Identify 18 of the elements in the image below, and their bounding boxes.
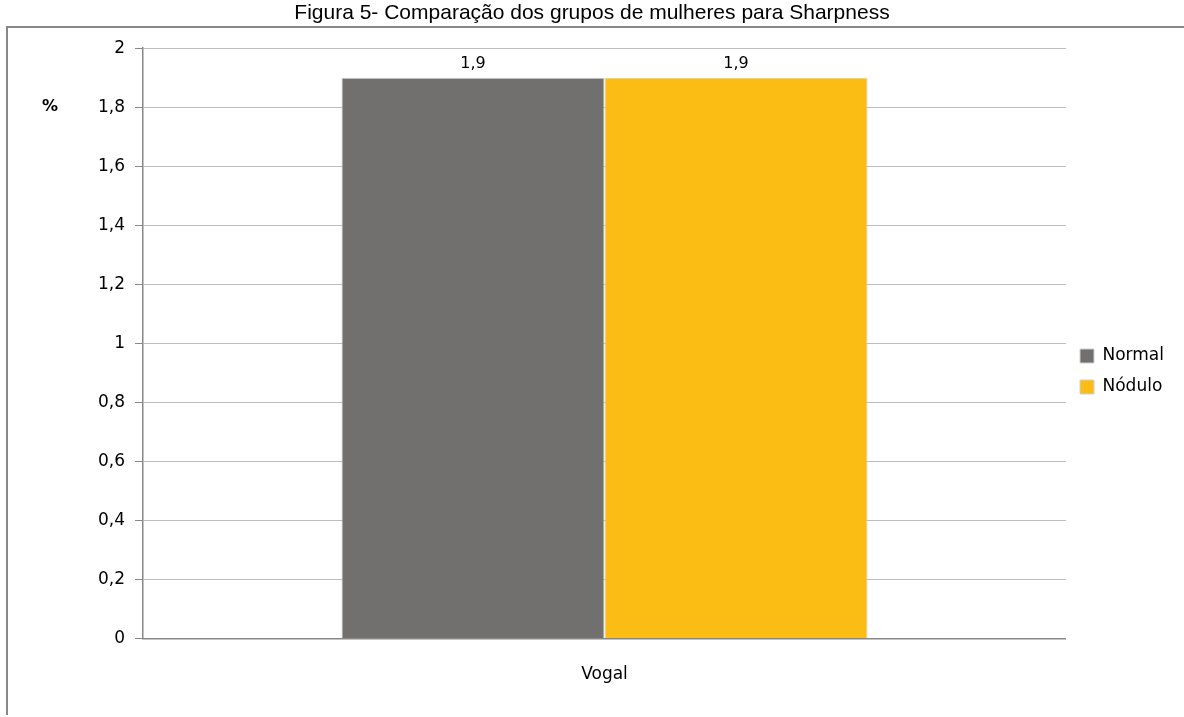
y-tick-label: 0: [114, 627, 126, 648]
chart-title: Figura 5- Comparação dos grupos de mulheres para Sharpness: [293, 0, 891, 25]
y-tick-label: 0,6: [97, 449, 126, 470]
x-tick-label: Vogal: [581, 663, 628, 684]
legend-label: Normal: [1102, 344, 1165, 365]
y-tick-label: 1,8: [97, 95, 126, 116]
y-tick-label: 1,4: [97, 213, 126, 234]
y-tick-label: 1,6: [97, 154, 126, 175]
data-label: 1,9: [460, 52, 486, 72]
y-tick-label: 2: [114, 36, 126, 57]
y-axis-title: %: [41, 96, 59, 116]
data-label: 1,9: [723, 52, 749, 72]
y-tick-label: 0,2: [97, 567, 126, 588]
y-tick-label: 0,4: [97, 508, 126, 529]
y-tick-label: 1: [114, 331, 126, 352]
legend-label: Nódulo: [1102, 375, 1163, 396]
y-tick-label: 1,2: [97, 272, 126, 293]
y-tick-label: 0,8: [97, 390, 126, 411]
